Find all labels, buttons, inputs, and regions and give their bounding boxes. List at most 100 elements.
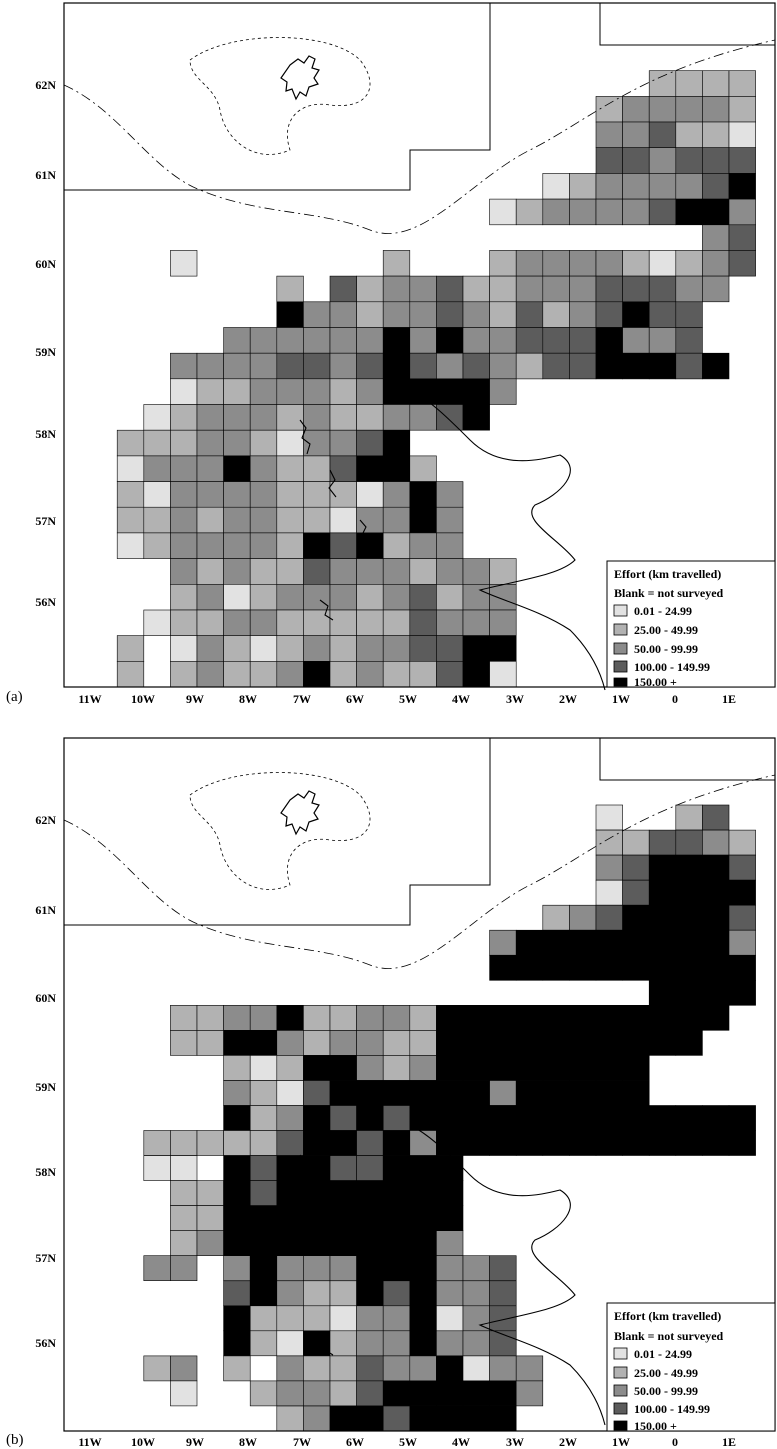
effort-cell [728,1130,756,1156]
effort-cell [116,455,145,482]
effort-cell [276,429,304,457]
effort-cell [648,327,677,354]
effort-cell [143,1130,171,1156]
effort-cell [675,301,703,328]
effort-cell [196,404,224,431]
effort-cell [249,1004,278,1031]
effort-cell [489,660,517,688]
effort-cell [436,583,464,611]
effort-cell [143,1155,171,1181]
effort-cell [276,1004,304,1031]
lat-label-60N: 60N [35,991,56,1005]
effort-cell [675,70,703,97]
effort-cell [356,1205,384,1232]
effort-cell [276,1280,304,1307]
effort-cell [303,1180,331,1206]
legend-swatch-5 [613,677,628,687]
effort-cell [542,1130,570,1156]
effort-cell [569,1030,597,1056]
legend-label-5: 150.00 + [634,1419,677,1433]
effort-cell [436,1305,464,1332]
effort-cell [329,506,357,534]
legend-swatch-5 [613,1420,628,1431]
effort-cell [436,1030,464,1056]
effort-cell [648,854,677,881]
lon-label-9W: 9W [186,692,204,705]
effort-cell [356,1180,384,1206]
effort-cell [515,250,544,277]
effort-cell [436,1155,464,1181]
effort-cell [489,1055,517,1081]
effort-cell [143,506,171,534]
effort-cell [249,583,278,611]
lat-label-57N: 57N [35,514,56,528]
effort-cell [170,1130,198,1156]
effort-cell [382,558,411,585]
effort-cell [249,1130,278,1156]
effort-cell [382,583,411,611]
effort-cell [648,96,677,123]
effort-cell [249,1030,278,1056]
effort-cell [356,1105,384,1131]
effort-cell [276,352,304,380]
panel-label: (b) [6,1432,24,1448]
effort-cell [303,1355,331,1382]
effort-cell [515,327,544,354]
effort-cell [276,1105,304,1131]
effort-cell [276,1080,304,1106]
effort-cell [595,198,623,226]
effort-cell [489,635,517,662]
effort-cell [622,929,650,956]
effort-cell [542,1080,570,1106]
effort-cell [170,1230,198,1257]
effort-cell [356,481,384,508]
effort-cell [489,1305,517,1332]
lon-label-6W: 6W [346,1435,364,1449]
effort-cell [382,1105,411,1131]
effort-cell [382,250,411,277]
lat-label-62N: 62N [35,813,56,827]
effort-cell [356,558,384,585]
effort-cell [382,404,411,431]
effort-cell [329,1255,357,1282]
effort-cell [143,455,171,482]
effort-cell [303,660,331,688]
effort-cell [382,275,411,303]
effort-cell [436,301,464,328]
effort-cell [143,481,171,508]
effort-cell [462,1380,490,1407]
effort-cell [276,1330,304,1357]
effort-cell [462,1280,490,1307]
lon-label-4W: 4W [452,692,470,705]
effort-cell [595,879,623,906]
effort-cell [489,558,517,585]
legend-swatch-3 [613,642,628,655]
effort-cell [329,1030,357,1056]
effort-cell [595,1004,623,1031]
effort-cell [276,378,304,405]
effort-cell [223,532,251,559]
effort-cell [382,1080,411,1106]
effort-cell [728,147,756,174]
effort-cell [170,1004,198,1031]
effort-cell [728,121,756,149]
effort-cell [489,275,517,303]
effort-cell [515,1105,544,1131]
effort-cell [303,1255,331,1282]
effort-cell [356,1380,384,1407]
effort-cell [249,506,278,534]
effort-cell [436,532,464,559]
effort-cell [382,1130,411,1156]
effort-cell [675,198,703,226]
effort-cell [515,929,544,956]
effort-cell [223,660,251,688]
effort-cell [249,1230,278,1257]
effort-cell [622,1030,650,1056]
effort-cell [249,1380,278,1407]
effort-cell [303,635,331,662]
effort-cell [436,327,464,354]
effort-cell [170,1030,198,1056]
western-isles [299,419,369,621]
effort-cell [329,1155,357,1181]
effort-cell [462,1004,490,1031]
